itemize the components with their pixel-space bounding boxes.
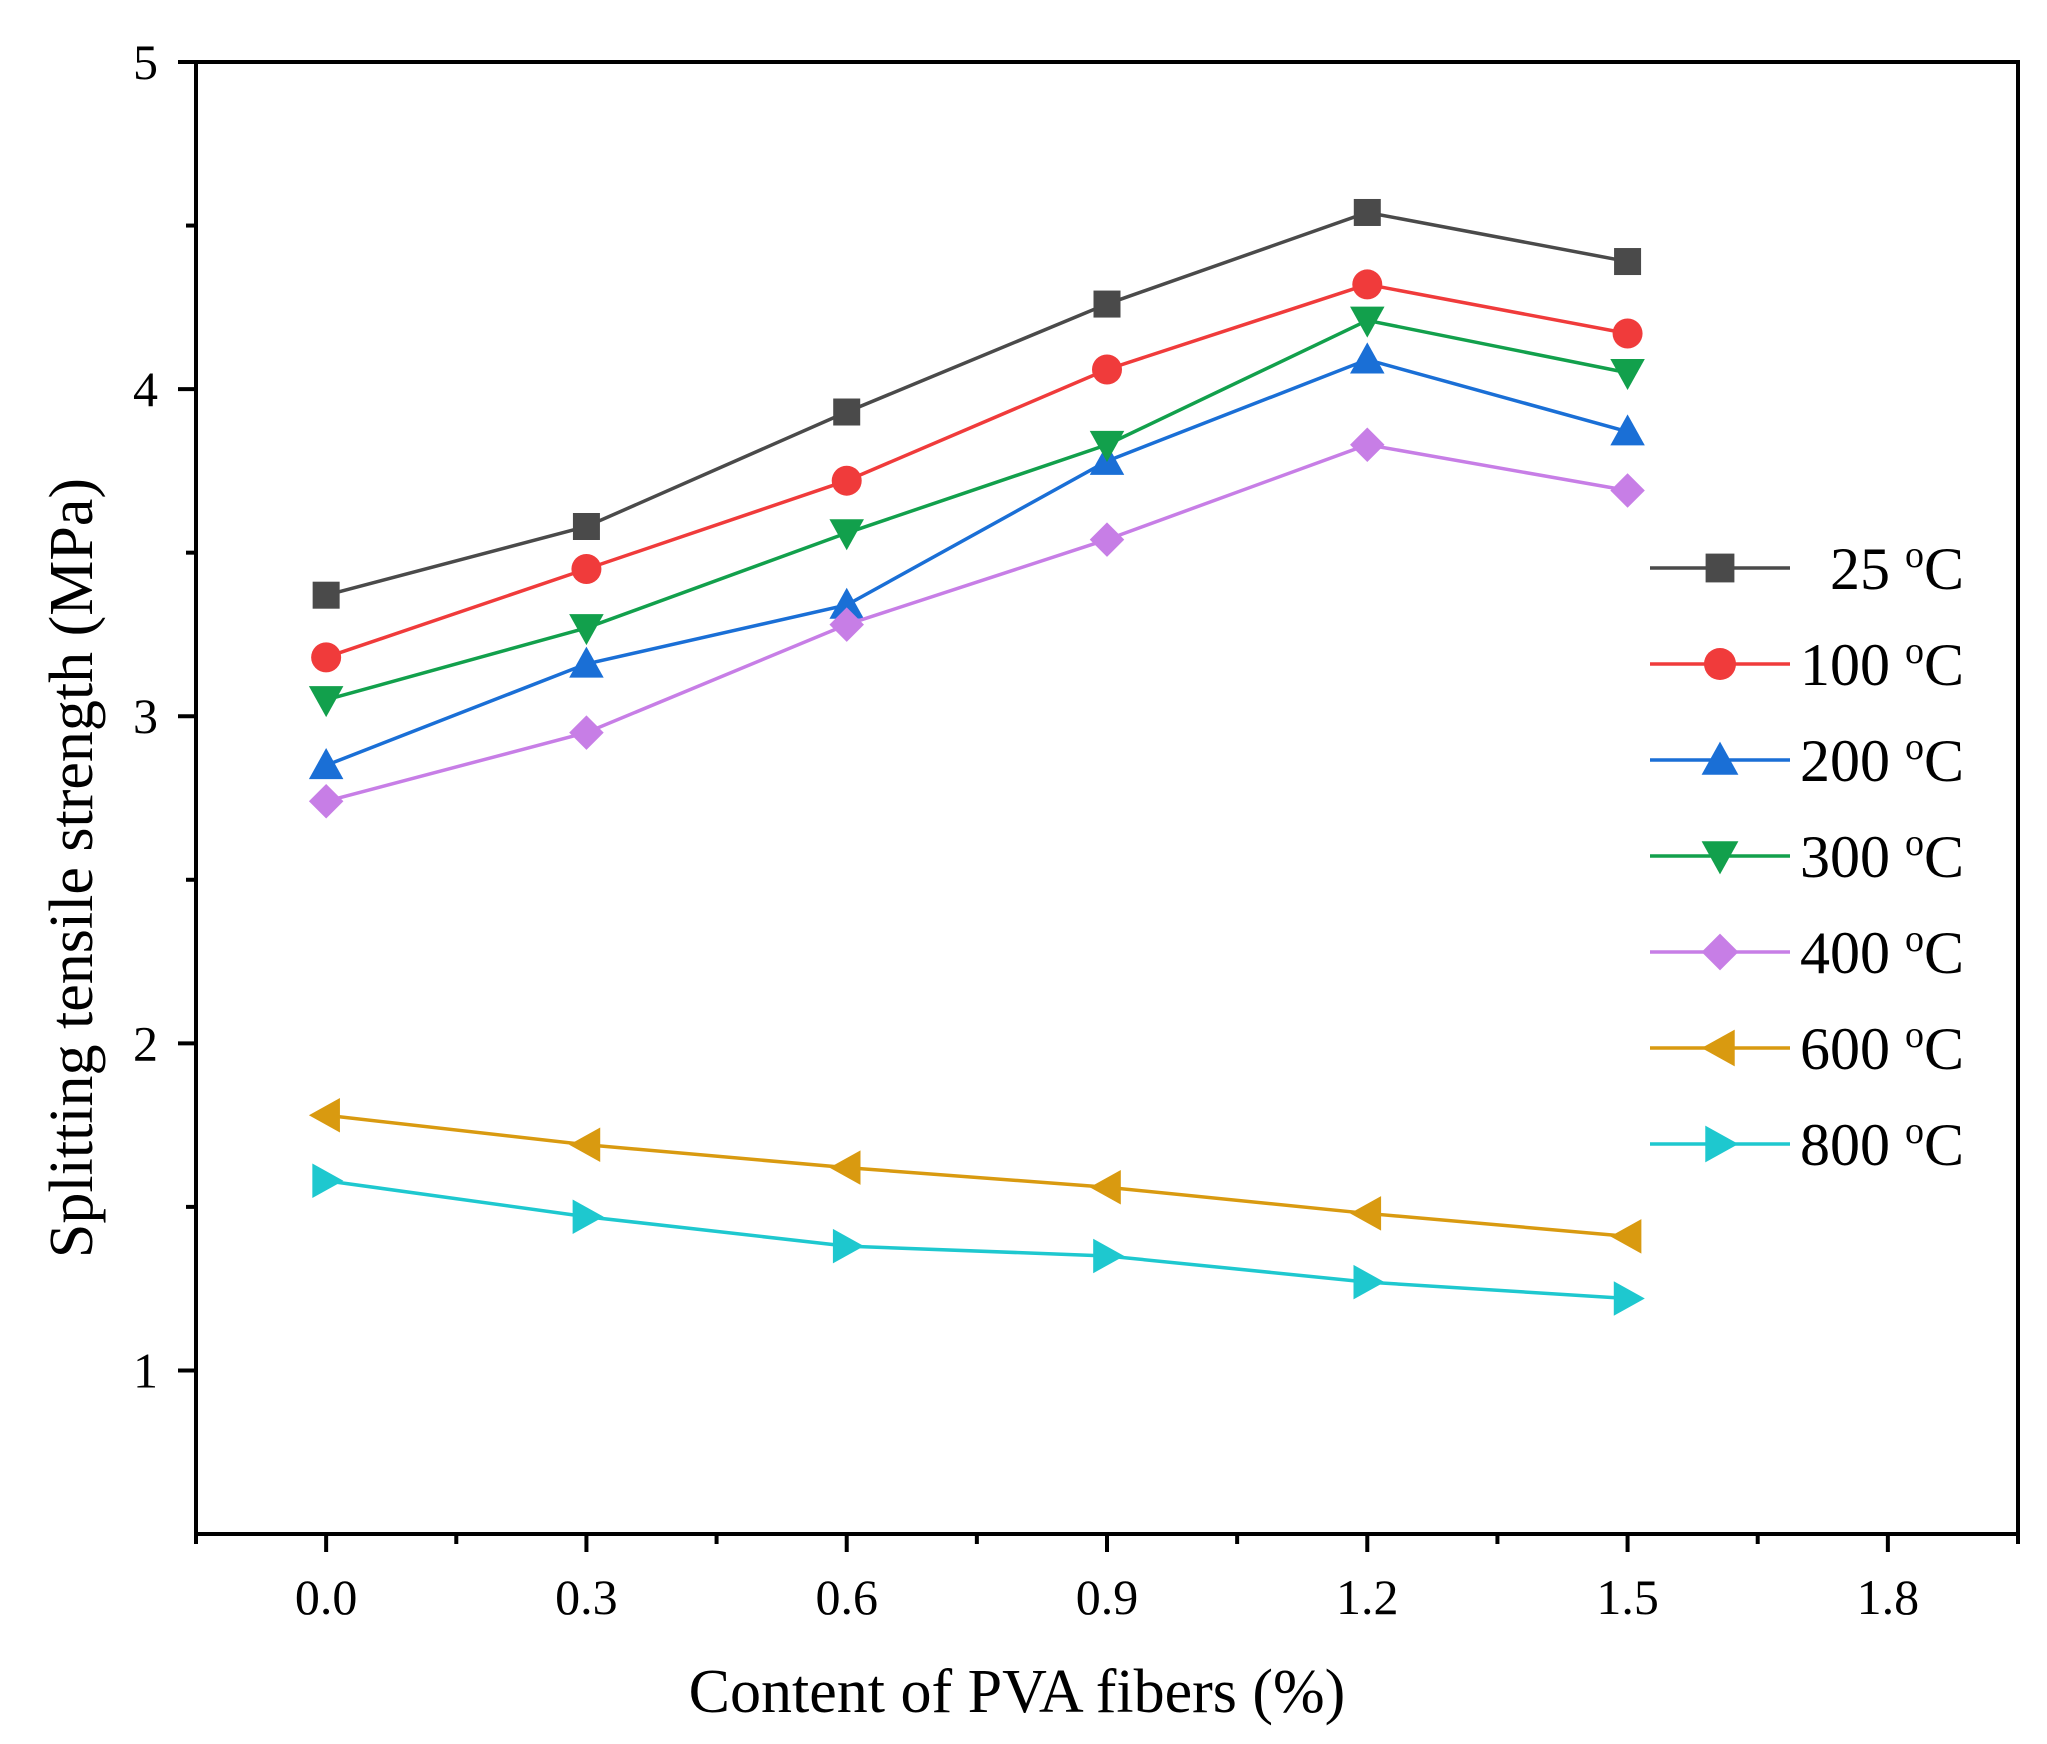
- data-point: [1610, 414, 1645, 446]
- legend-marker: [1705, 1125, 1739, 1163]
- x-tick-label: 1.5: [1596, 1569, 1659, 1625]
- data-point: [308, 784, 344, 819]
- legend-label: 600 oC: [1800, 1014, 1964, 1082]
- data-point: [1093, 1238, 1125, 1274]
- data-point: [829, 1150, 861, 1185]
- legend-label: 100 oC: [1800, 630, 1964, 698]
- series-line: [325, 442, 1628, 803]
- data-point: [569, 614, 604, 646]
- data-point: [832, 1228, 864, 1264]
- data-point: [1089, 430, 1125, 462]
- plot-frame: [194, 60, 2020, 1536]
- data-point: [569, 646, 604, 678]
- legend-label: 400 oC: [1800, 918, 1964, 986]
- data-point: [1089, 522, 1125, 557]
- data-point: [308, 686, 344, 718]
- legend-marker: [1701, 741, 1739, 775]
- series-line: [325, 1113, 1628, 1239]
- x-tick-label: 1.2: [1336, 1569, 1399, 1625]
- legend-marker: [1701, 933, 1739, 971]
- y-tick-label: 3: [133, 688, 158, 744]
- x-tick-label: 1.8: [1857, 1569, 1920, 1625]
- legend-label: 300 oC: [1800, 822, 1964, 890]
- legend-entry: 300 oC: [1650, 822, 1964, 890]
- x-tick-label: 0.0: [295, 1569, 358, 1625]
- data-point: [1612, 318, 1643, 349]
- series-100: [311, 269, 1643, 673]
- series-line: [325, 282, 1628, 659]
- series-line: [325, 318, 1628, 702]
- data-point: [571, 554, 602, 585]
- y-axis-title: Splitting tensile strength (MPa): [38, 478, 106, 1258]
- data-point: [312, 1163, 344, 1198]
- legend: 25 oC 100 oC 200 oC 300 oC 400 oC 600 oC 800 o…: [1650, 534, 1964, 1178]
- data-point: [1610, 1219, 1642, 1254]
- legend-marker: [1701, 1029, 1735, 1067]
- legend-entry: 200 oC: [1650, 726, 1964, 794]
- y-tick-label: 1: [133, 1342, 158, 1398]
- data-point: [833, 398, 861, 426]
- data-point: [308, 748, 344, 780]
- data-point: [1092, 354, 1122, 385]
- legend-entry: 600 oC: [1650, 1014, 1964, 1082]
- x-tick-label: 0.9: [1076, 1569, 1139, 1625]
- x-tick-label: 0.3: [555, 1569, 618, 1625]
- data-point: [829, 607, 864, 642]
- axes: [178, 60, 2020, 1552]
- data-point: [831, 465, 862, 496]
- series-300: [308, 306, 1645, 718]
- y-tick-label: 5: [133, 34, 158, 90]
- y-tick-label: 4: [133, 361, 158, 417]
- y-tick-label: 2: [133, 1015, 158, 1071]
- legend-marker: [1705, 553, 1735, 583]
- data-point: [829, 519, 864, 551]
- data-point: [572, 1199, 604, 1234]
- legend-entry: 800 oC: [1650, 1110, 1964, 1178]
- data-point: [1350, 427, 1385, 462]
- x-axis-title: Content of PVA fibers (%): [689, 1658, 1346, 1726]
- series-200: [308, 342, 1645, 780]
- data-point: [1610, 473, 1645, 508]
- legend-entry: 25 oC: [1650, 534, 1964, 602]
- data-point: [1352, 269, 1383, 300]
- series-line: [325, 357, 1629, 767]
- legend-marker: [1704, 648, 1736, 680]
- tick-labels: 0.0 0.3 0.6 0.9 1.2 1.5 1.8 1 2 3 4 5: [133, 34, 1919, 1625]
- data-point: [1613, 1281, 1645, 1316]
- series-800: [312, 1163, 1645, 1316]
- data-point: [572, 512, 600, 540]
- legend-label: 200 oC: [1800, 726, 1964, 794]
- data-point: [1353, 198, 1381, 226]
- legend-entry: 400 oC: [1650, 918, 1964, 986]
- series-line: [325, 1178, 1628, 1301]
- series-layer: [308, 198, 1645, 1316]
- data-point: [1610, 358, 1645, 391]
- series-25: [312, 198, 1642, 609]
- data-point: [308, 1098, 340, 1133]
- legend-label: 800 oC: [1800, 1110, 1964, 1178]
- data-point: [1089, 1170, 1121, 1205]
- data-point: [1350, 342, 1385, 374]
- series-600: [308, 1098, 1642, 1254]
- data-point: [1353, 1264, 1385, 1300]
- legend-marker: [1701, 841, 1739, 875]
- legend-entry: 100 oC: [1650, 630, 1964, 698]
- legend-label: 25 oC: [1830, 534, 1964, 602]
- data-point: [311, 642, 342, 673]
- data-point: [312, 581, 340, 609]
- data-point: [1350, 306, 1385, 338]
- x-tick-label: 0.6: [815, 1569, 878, 1625]
- data-point: [569, 715, 604, 750]
- data-point: [1350, 1196, 1382, 1231]
- data-point: [569, 1127, 601, 1162]
- series-line: [325, 210, 1628, 597]
- series-400: [308, 427, 1645, 819]
- data-point: [829, 587, 864, 619]
- data-point: [1614, 248, 1642, 276]
- data-point: [1093, 290, 1121, 318]
